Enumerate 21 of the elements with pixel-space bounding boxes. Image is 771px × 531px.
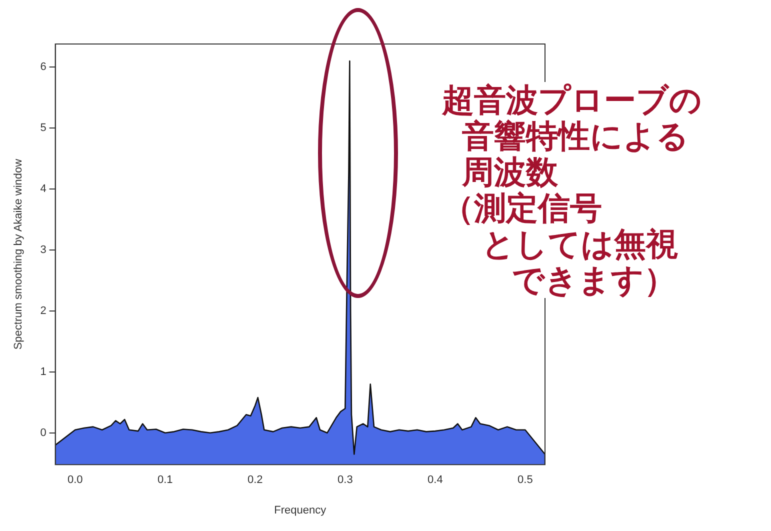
- y-tick-label: 4: [40, 183, 46, 196]
- y-tick-label: 1: [40, 366, 46, 378]
- x-tick-label: 0.4: [428, 474, 443, 486]
- x-tick-label: 0.0: [67, 474, 83, 486]
- annotation: としては無視: [480, 225, 680, 263]
- y-tick-label: 3: [40, 244, 46, 256]
- x-tick-label: 0.2: [248, 474, 263, 486]
- y-tick-label: 6: [40, 61, 46, 74]
- annotation: （測定信号: [440, 189, 604, 227]
- annotation: 超音波プローブの: [440, 81, 704, 119]
- annotation: 周波数: [460, 153, 560, 191]
- y-tick-label: 0: [40, 426, 46, 439]
- annotation: できます）: [510, 261, 678, 299]
- y-axis-title: Spectrum smoothing by Akaike window: [12, 158, 25, 350]
- x-tick-label: 0.1: [157, 474, 173, 486]
- annotation: 音響特性による: [460, 117, 691, 155]
- y-tick-label: 2: [40, 305, 46, 318]
- x-axis-title: Frequency: [274, 504, 327, 516]
- x-tick-label: 0.3: [338, 474, 353, 486]
- x-tick-label: 0.5: [518, 474, 533, 486]
- y-tick-label: 5: [40, 122, 46, 134]
